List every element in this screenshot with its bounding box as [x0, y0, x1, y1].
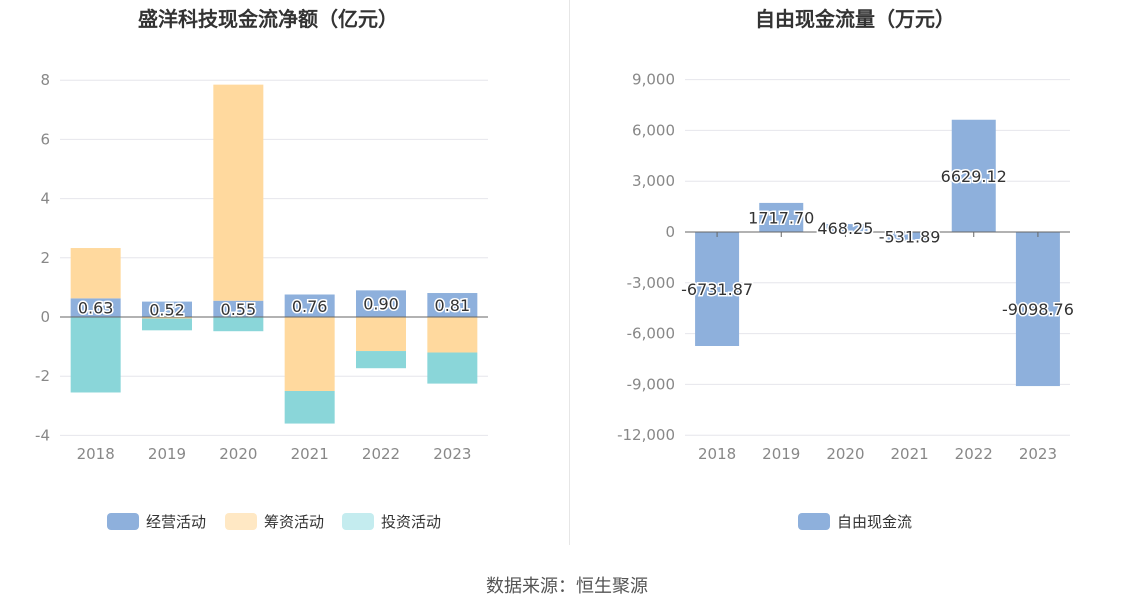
y-tick-label: -6,000 [627, 325, 675, 343]
y-tick-label: -4 [35, 426, 50, 444]
x-tick-label: 2023 [1019, 445, 1057, 463]
data-label: -531.89 [879, 228, 941, 247]
bar-2023 [427, 293, 478, 317]
data-label: 468.25 [817, 219, 873, 238]
legend-label: 筹资活动 [264, 513, 324, 531]
legend-label: 投资活动 [381, 513, 441, 531]
bar-2022 [356, 351, 406, 369]
legend-label: 自由现金流 [837, 513, 912, 531]
bar-2021 [284, 391, 335, 424]
bar-2018 [70, 298, 121, 317]
data-label: 0.52 [149, 300, 185, 319]
legend-item[interactable]: 筹资活动 [225, 513, 324, 531]
bar-2019 [759, 202, 804, 232]
data-label: 6629.12 [941, 167, 1007, 186]
bar-2020 [213, 317, 264, 332]
data-label: 0.90 [363, 295, 399, 314]
legend-swatch [225, 513, 257, 530]
y-tick-label: 4 [40, 190, 50, 208]
data-label: 0.63 [78, 299, 114, 318]
x-tick-label: 2018 [698, 445, 736, 463]
bar-2021 [284, 317, 335, 391]
legend-item[interactable]: 投资活动 [342, 513, 441, 531]
bar-2023 [427, 317, 478, 353]
legend-swatch [798, 513, 830, 530]
bar-2019 [142, 301, 192, 317]
legend: 自由现金流 [798, 513, 912, 531]
data-label: -6731.87 [681, 280, 753, 299]
y-tick-label: -3,000 [627, 274, 675, 292]
data-label: 1717.70 [748, 208, 814, 227]
bar-2018 [695, 232, 740, 346]
x-tick-label: 2020 [826, 445, 864, 463]
legend: 经营活动 筹资活动 投资活动 [107, 513, 441, 531]
x-tick-label: 2019 [148, 445, 186, 463]
y-tick-label: 6 [40, 130, 50, 148]
bar-2022 [356, 290, 406, 317]
legend-swatch [107, 513, 139, 530]
bar-2023 [1015, 232, 1060, 387]
chart-title: 自由现金流量（万元） [755, 7, 955, 31]
y-tick-label: 0 [40, 308, 50, 326]
x-tick-label: 2023 [433, 445, 471, 463]
y-tick-label: 9,000 [632, 71, 675, 89]
data-label: 0.76 [292, 297, 328, 316]
chart-title: 盛洋科技现金流净额（亿元） [138, 7, 398, 31]
bars-group [70, 84, 478, 424]
y-tick-label: -2 [35, 367, 50, 385]
y-tick-label: -12,000 [617, 426, 675, 444]
x-tick-label: 2019 [762, 445, 800, 463]
data-label: 0.81 [435, 296, 471, 315]
bar-2020 [213, 84, 264, 301]
bar-2020 [213, 300, 264, 317]
bar-2018 [70, 317, 121, 393]
x-tick-label: 2021 [890, 445, 928, 463]
y-tick-label: 2 [40, 249, 50, 267]
bar-2018 [70, 248, 121, 299]
bar-2022 [356, 317, 406, 352]
free-cashflow-chart: 自由现金流量（万元） -12,000 -9,000 -6,000 -3,000 0 3,00… [617, 7, 1075, 531]
legend-swatch [342, 513, 374, 530]
chart-divider [569, 0, 570, 545]
cashflow-net-chart: 盛洋科技现金流净额（亿元） -4 -2 0 2 4 6 8 2018 2019 2020 2021 20… [35, 7, 488, 531]
data-label: 0.55 [221, 300, 257, 319]
bar-2021 [284, 294, 335, 317]
x-tick-label: 2018 [77, 445, 115, 463]
y-tick-label: 0 [665, 223, 675, 241]
bar-2022 [951, 119, 996, 232]
legend-label: 经营活动 [146, 513, 206, 531]
y-tick-label: -9,000 [627, 375, 675, 393]
x-tick-label: 2022 [362, 445, 400, 463]
bar-2023 [427, 352, 478, 384]
data-source-note: 数据来源：恒生聚源 [486, 576, 648, 597]
y-tick-label: 8 [40, 71, 50, 89]
legend-item[interactable]: 自由现金流 [798, 513, 912, 531]
x-tick-label: 2020 [219, 445, 257, 463]
y-tick-label: 6,000 [632, 121, 675, 139]
data-label: -9098.76 [1002, 300, 1074, 319]
legend-item[interactable]: 经营活动 [107, 513, 206, 531]
bar-2020 [823, 224, 868, 232]
x-tick-label: 2022 [955, 445, 993, 463]
bars-group [695, 119, 1060, 387]
y-tick-label: 3,000 [632, 172, 675, 190]
bar-2019 [142, 317, 192, 319]
bar-2019 [142, 318, 192, 331]
x-tick-label: 2021 [291, 445, 329, 463]
